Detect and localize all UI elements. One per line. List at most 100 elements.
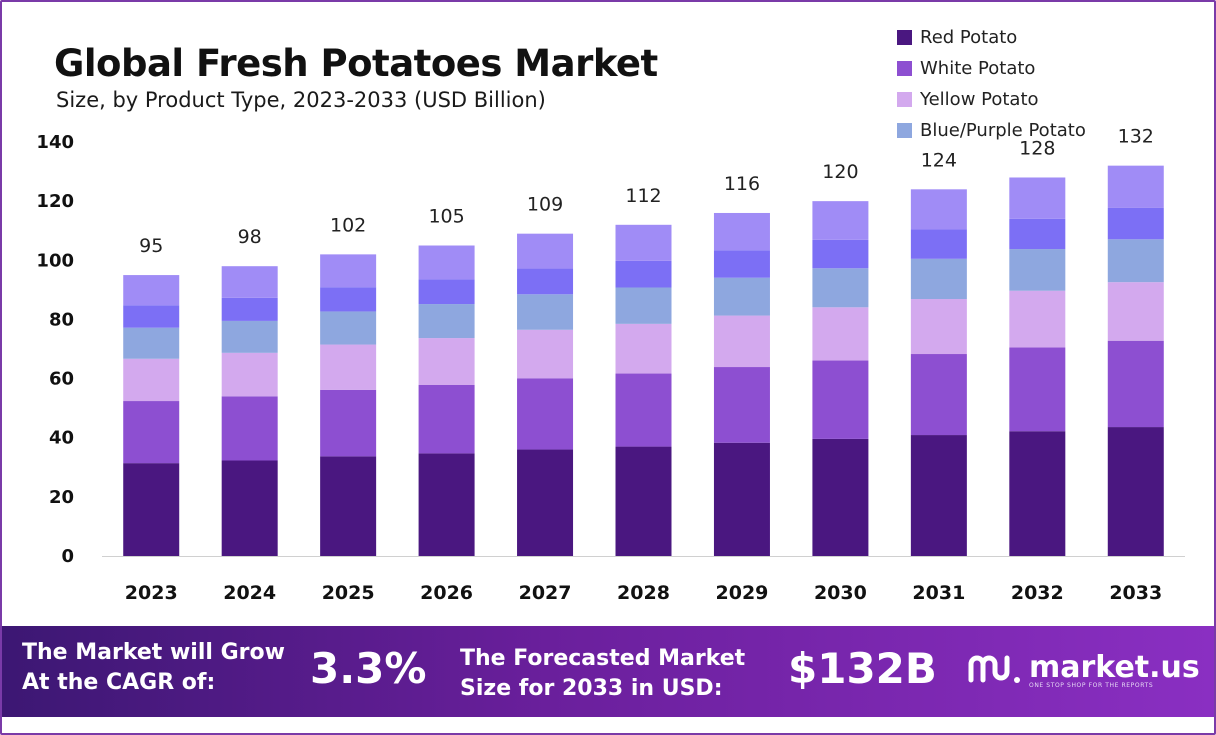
bar-total-label: 124 [921,149,957,171]
bar-segment-2 [812,360,869,439]
bar-total-label: 95 [139,235,163,257]
bar-segment-2 [320,389,377,457]
bar-segment-4 [221,320,278,353]
legend-label: Blue/Purple Potato [920,120,1086,141]
bar-total-label: 109 [527,194,563,216]
x-tick-label: 2028 [617,582,670,604]
y-tick-label: 80 [49,309,74,330]
cagr-value: 3.3% [310,644,427,693]
bar-segment-2 [1107,340,1164,428]
forecast-label: The Forecasted Market Size for 2033 in U… [460,644,745,704]
bar-segment-1 [1009,431,1066,556]
bar-segment-5 [320,287,377,312]
forecast-label-line1: The Forecasted Market [460,646,746,671]
bar-segment-3 [221,352,278,397]
chart-subtitle: Size, by Product Type, 2023-2033 (USD Bi… [56,88,546,112]
summary-banner: The Market will Grow At the CAGR of: 3.3… [2,626,1214,717]
bar-segment-6 [713,212,770,251]
bar-segment-3 [320,344,377,390]
bar-segment-5 [812,239,869,269]
bar-segment-2 [221,396,278,461]
bar-segment-6 [320,254,377,288]
bar-segment-4 [123,327,180,359]
bar-segment-2 [517,378,574,450]
bar-segment-1 [812,438,869,556]
legend-swatch [897,123,912,138]
legend-swatch [897,92,912,107]
bar-segment-3 [517,329,574,379]
bar-segment-1 [418,453,475,556]
bar-segment-5 [615,260,672,288]
bar-segment-4 [320,311,377,345]
x-tick-label: 2029 [716,582,769,604]
legend-label: Yellow Potato [920,89,1039,110]
bar-segment-4 [910,258,967,300]
bar-segment-1 [517,449,574,556]
bar-segment-3 [418,338,475,385]
x-tick-label: 2026 [420,582,473,604]
bar-segment-6 [123,275,180,306]
bar-segment-5 [221,297,278,321]
x-tick-label: 2032 [1011,582,1064,604]
cagr-label-line1: The Market will Grow [22,640,285,665]
bar-segment-4 [713,277,770,316]
legend-label: White Potato [920,58,1036,79]
legend-swatch [897,30,912,45]
y-tick-label: 0 [61,546,74,567]
x-tick-label: 2023 [125,582,178,604]
bar-segment-1 [320,456,377,556]
bar-segment-2 [910,354,967,436]
forecast-label-line2: Size for 2033 in USD: [460,676,723,701]
bar-segment-1 [713,442,770,556]
brand-name: market.us [1029,650,1200,685]
chart-legend: Red Potato White Potato Yellow Potato Blue/… [897,22,1086,146]
bar-segment-6 [615,224,672,261]
x-tick-label: 2033 [1109,582,1162,604]
y-tick-label: 20 [49,487,74,508]
x-tick-label: 2025 [322,582,375,604]
y-tick-label: 60 [49,369,74,390]
legend-item: White Potato [897,53,1086,84]
bar-segment-6 [517,233,574,269]
x-tick-label: 2031 [912,582,965,604]
bar-segment-3 [713,315,770,368]
legend-swatch [897,61,912,76]
y-tick-label: 100 [36,250,74,271]
bar-segment-2 [615,373,672,447]
bar-total-label: 132 [1118,126,1154,148]
bar-segment-1 [221,460,278,556]
bar-segment-3 [123,358,180,402]
forecast-value: $132B [788,644,937,693]
bar-total-label: 102 [330,214,366,236]
bar-total-label: 98 [238,226,262,248]
bar-total-label: 112 [625,185,661,207]
bar-segment-2 [418,384,475,454]
y-tick-label: 140 [36,132,74,153]
x-tick-label: 2024 [223,582,276,604]
bar-segment-3 [910,299,967,355]
cagr-label-line2: At the CAGR of: [22,670,216,695]
bar-segment-2 [1009,347,1066,432]
x-tick-label: 2027 [519,582,572,604]
brand-logo: market.us ONE STOP SHOP FOR THE REPORTS [967,650,1200,689]
market-us-logo-icon [968,655,1020,683]
bar-total-label: 128 [1019,137,1055,159]
bar-segment-4 [1107,239,1164,283]
bar-segment-5 [1107,207,1164,240]
cagr-label: The Market will Grow At the CAGR of: [22,638,285,698]
legend-label: Red Potato [920,27,1018,48]
bar-segment-6 [910,189,967,230]
bar-total-label: 105 [428,206,464,228]
chart-title: Global Fresh Potatoes Market [54,42,658,85]
bar-segment-3 [1009,290,1066,348]
bar-segment-4 [1009,249,1066,291]
legend-item: Yellow Potato [897,84,1086,115]
bar-total-label: 116 [724,173,760,195]
brand-tagline: ONE STOP SHOP FOR THE REPORTS [1029,682,1154,689]
y-tick-label: 120 [36,191,74,212]
bar-segment-3 [1107,282,1164,341]
bar-segment-5 [123,305,180,328]
bar-segment-1 [615,446,672,556]
bar-segment-4 [615,287,672,324]
